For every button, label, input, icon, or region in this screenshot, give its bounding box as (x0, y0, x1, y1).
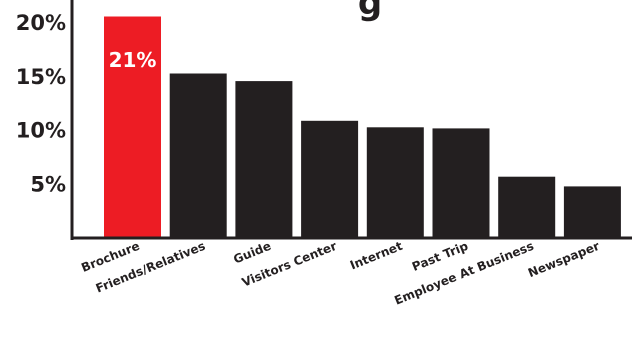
bar-newspaper (563, 186, 621, 238)
highlight-value-label: 21% (109, 48, 157, 72)
y-tick-label: 5% (30, 172, 66, 196)
y-tick-label: 20% (16, 11, 66, 35)
axes (70, 0, 632, 240)
chart-title-fragment: g (358, 0, 382, 23)
bar-past-trip (432, 128, 490, 238)
bar-brochure (104, 16, 161, 238)
bars (104, 16, 621, 238)
bar-visitors-center (301, 120, 359, 238)
y-tick-label: 10% (16, 119, 66, 143)
y-tick-label: 15% (16, 65, 66, 89)
x-tick-label: Guide (231, 239, 273, 267)
bar-guide (235, 81, 293, 238)
y-axis-ticks: 5% 10% 15% 20% (16, 11, 66, 196)
bar-internet (366, 127, 424, 238)
x-tick-label: Internet (348, 239, 405, 273)
x-tick-label: Newspaper (526, 239, 602, 280)
bar-friends-relatives (169, 73, 227, 238)
bar-employee-at-business (498, 176, 556, 238)
x-tick-label: Friends/Relatives (94, 239, 208, 296)
data-labels: 21% (109, 48, 157, 72)
